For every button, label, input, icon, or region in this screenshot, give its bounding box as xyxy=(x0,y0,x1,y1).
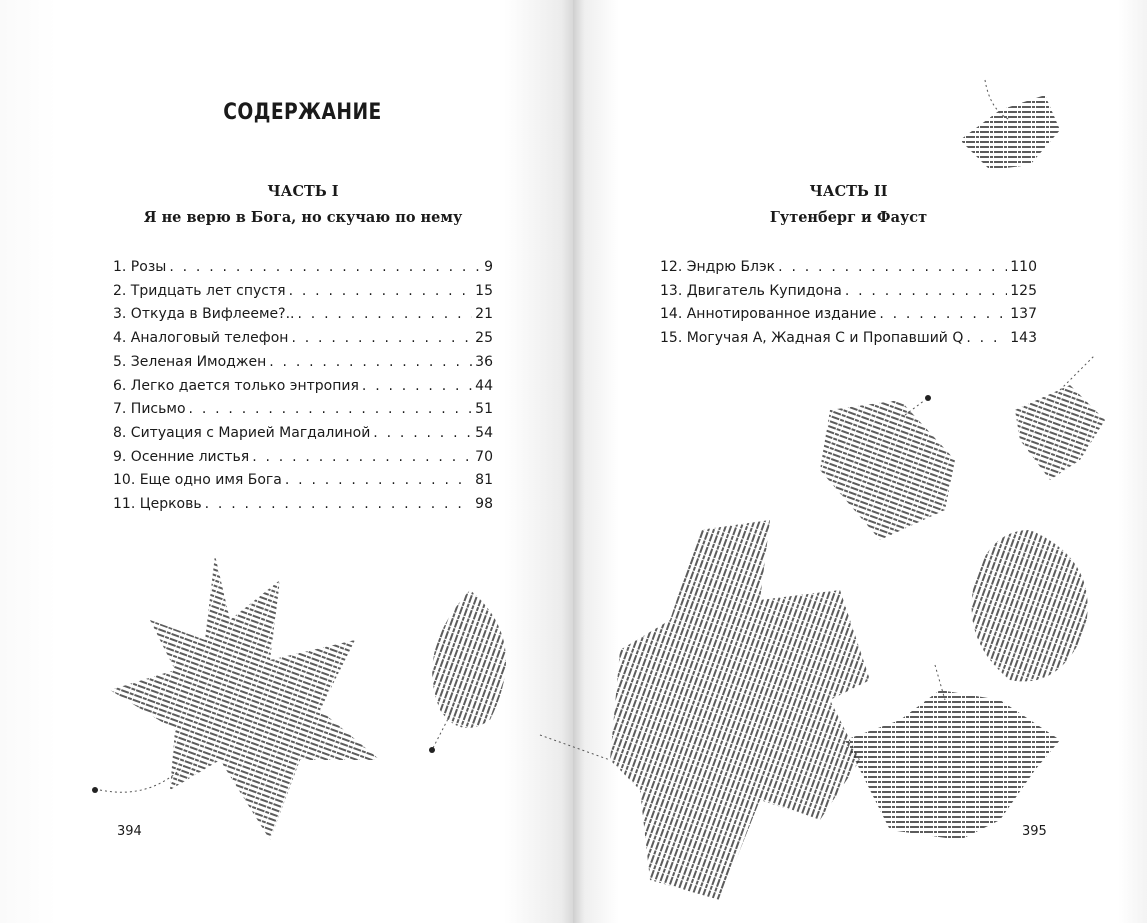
round-leaf-right xyxy=(971,530,1088,682)
toc-entry[interactable]: 4. Аналоговый телефон 25 xyxy=(113,328,493,348)
toc-entry[interactable]: 10. Еще одно имя Бога 81 xyxy=(113,470,493,490)
toc-entry-page: 15 xyxy=(475,282,493,299)
toc-entry-page: 137 xyxy=(1010,306,1037,323)
toc-entry[interactable]: 15. Могучая А, Жадная С и Пропавший Q 143 xyxy=(660,328,1037,348)
toc-entry-page: 110 xyxy=(1010,259,1037,275)
toc-entry-title: 15. Могучая А, Жадная С и Пропавший Q xyxy=(660,330,964,347)
dot-leader xyxy=(189,399,473,419)
dot-leader xyxy=(966,328,1007,348)
page-number-left: 394 xyxy=(117,824,142,839)
toc-entry-page: 25 xyxy=(475,330,493,347)
toc-entry-page: 54 xyxy=(475,424,493,441)
toc-entry-title: 10. Еще одно имя Бога xyxy=(113,472,282,489)
maple-leaf-left xyxy=(92,555,380,840)
toc-entry-title: 7. Письмо xyxy=(113,401,186,418)
toc-entry[interactable]: 13. Двигатель Купидона 125 xyxy=(660,281,1037,301)
toc-entry[interactable]: 3. Откуда в Вифлееме?.. 21 xyxy=(113,304,493,324)
part-1-title: Я не верю в Бога, но скучаю по нему xyxy=(143,209,463,226)
leaf-upper-far-right xyxy=(1015,354,1105,480)
dot-leader xyxy=(291,328,472,348)
toc-entry-page: 36 xyxy=(475,353,493,370)
page-title: СОДЕРЖАНИЕ xyxy=(223,100,382,125)
toc-entry-page: 125 xyxy=(1010,282,1037,299)
toc-entry[interactable]: 9. Осенние листья 70 xyxy=(113,447,493,467)
dot-leader xyxy=(252,447,472,467)
part-2-title: Гутенберг и Фауст xyxy=(769,209,928,226)
toc-entry[interactable]: 2. Тридцать лет спустя 15 xyxy=(113,281,493,301)
dot-leader xyxy=(269,352,472,372)
dot-leader xyxy=(298,304,473,324)
leaf-middle-right xyxy=(820,395,955,540)
toc-entry-title: 2. Тридцать лет спустя xyxy=(113,282,286,299)
toc-entry[interactable]: 12. Эндрю Блэк 110 xyxy=(660,257,1037,277)
toc-entry[interactable]: 7. Письмо 51 xyxy=(113,399,493,419)
toc-entry-title: 11. Церковь xyxy=(113,496,202,512)
toc-entry-title: 14. Аннотированное издание xyxy=(660,306,877,323)
toc-entry-title: 12. Эндрю Блэк xyxy=(660,259,776,275)
toc-entry[interactable]: 14. Аннотированное издание 137 xyxy=(660,304,1037,324)
part-2-label: ЧАСТЬ II xyxy=(809,183,888,200)
toc-entry-title: 9. Осенние листья xyxy=(113,448,250,465)
dot-leader xyxy=(373,423,472,443)
page-number-right: 395 xyxy=(1022,824,1047,839)
toc-entry-title: 3. Откуда в Вифлееме?.. xyxy=(113,306,295,323)
toc-entry-title: 13. Двигатель Купидона xyxy=(660,282,842,299)
toc-entry-title: 6. Легко дается только энтропия xyxy=(113,377,359,394)
toc-entry[interactable]: 1. Розы 9 xyxy=(113,257,493,277)
dot-leader xyxy=(879,304,1007,324)
dot-leader xyxy=(169,257,481,277)
dot-leader xyxy=(845,281,1007,301)
toc-entry[interactable]: 5. Зеленая Имоджен 36 xyxy=(113,352,493,372)
toc-entry-page: 44 xyxy=(475,377,493,394)
toc-entry-title: 8. Ситуация с Марией Магдалиной xyxy=(113,424,371,441)
small-leaf-left xyxy=(429,590,506,753)
large-leaf-center xyxy=(539,520,870,900)
toc-entry-page: 9 xyxy=(484,259,493,275)
toc-entry-title: 1. Розы xyxy=(113,259,167,275)
leaf-top-right xyxy=(960,79,1060,170)
toc-entry[interactable]: 6. Легко дается только энтропия 44 xyxy=(113,376,493,396)
dot-leader xyxy=(362,376,472,396)
toc-entry-page: 98 xyxy=(475,496,493,512)
toc-entry-title: 4. Аналоговый телефон xyxy=(113,330,289,347)
dot-leader xyxy=(289,281,473,301)
dot-leader xyxy=(205,494,473,514)
part-1-label: ЧАСТЬ I xyxy=(267,183,339,200)
toc-entry-page: 21 xyxy=(475,306,493,323)
toc-entry-page: 51 xyxy=(475,401,493,418)
dot-leader xyxy=(778,257,1007,277)
maple-leaf-right xyxy=(845,664,1060,840)
toc-entry-page: 70 xyxy=(475,448,493,465)
toc-entry[interactable]: 8. Ситуация с Марией Магдалиной 54 xyxy=(113,423,493,443)
toc-entry-title: 5. Зеленая Имоджен xyxy=(113,353,267,370)
dot-leader xyxy=(285,470,472,490)
toc-entry-page: 143 xyxy=(1010,330,1037,347)
toc-entry[interactable]: 11. Церковь 98 xyxy=(113,494,493,514)
toc-entry-page: 81 xyxy=(475,472,493,489)
